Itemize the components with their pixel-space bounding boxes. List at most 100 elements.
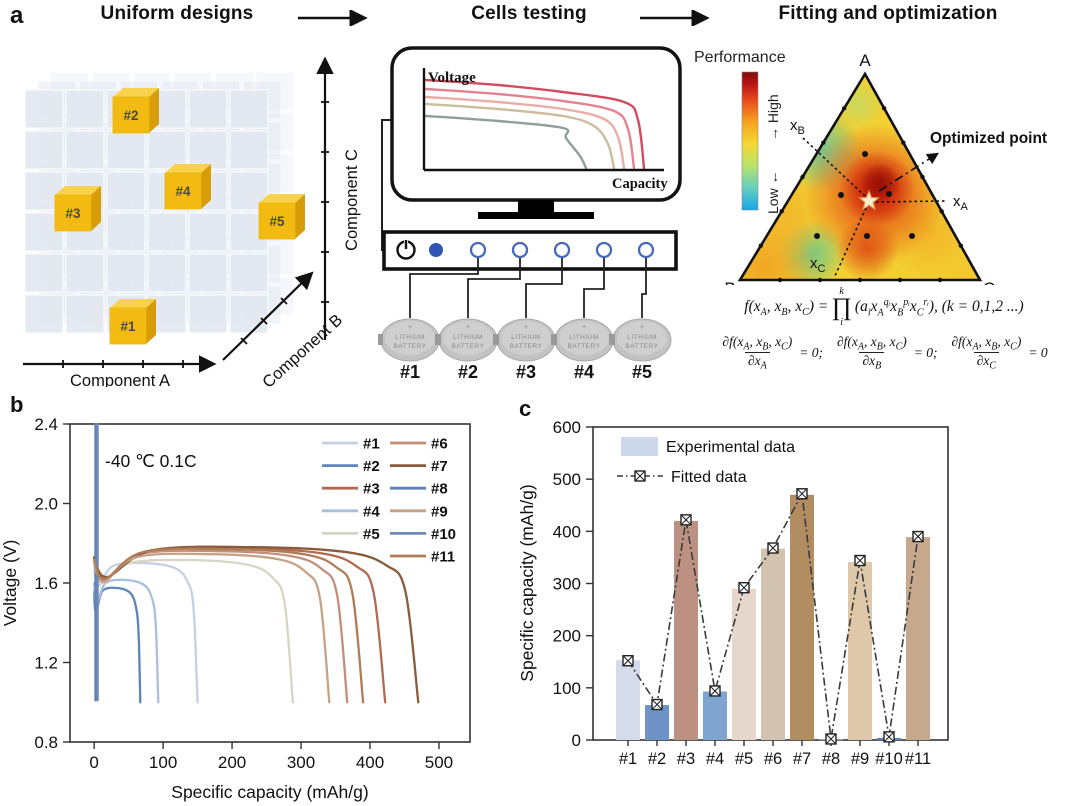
grid-cell [65,130,105,170]
axis-xc-label: xC [810,255,826,275]
cube-side [295,194,305,239]
cell-wire-5 [641,257,647,318]
optimization-diagram: Performance → High Low ← Optimized point… [694,49,1047,285]
cube-front [109,307,147,345]
edge-tick-dot [958,243,964,248]
cell-plus: + [582,324,586,331]
component-a-axis-label: Component A [70,372,170,387]
workflow-step2-title: Cells testing [471,3,587,24]
legend-label-#6: #6 [431,436,448,453]
design-cube-#4: #4 [164,164,211,210]
cube-label: #2 [123,108,138,123]
edge-tick-dot [881,106,887,111]
fitted-marker-#2 [651,698,663,711]
coin-cell-#2: + LITHIUM BATTERY #2 [435,318,498,382]
sample-point [838,192,844,198]
cell-text-line2: BATTERY [394,343,427,350]
edge-tick-dot [901,140,906,145]
cube-front [258,202,296,240]
cell-tab [378,334,383,345]
component-b-ticks [240,297,288,345]
optimized-point-arrow [878,152,940,192]
colorbar-title: Performance [694,49,786,66]
monitor-xlabel: Capacity [612,176,668,192]
grid-cell [65,294,105,334]
coin-cells: + LITHIUM BATTERY #1 + LITHIUM BATTERY #2 + LITHI… [378,241,672,382]
panel-a-label: a [10,2,24,29]
cube-top [113,88,159,97]
grid-cell [65,253,105,293]
curve-#5 [92,558,294,704]
sample-point [862,151,868,157]
equation-rhs: (aixAqᵢxBpᵢxCrᵢ), (k = 0,1,2 ...) [854,297,1024,319]
fitted-marker-#5 [738,581,750,594]
edge-tick-dot [841,106,847,111]
cell-tab [493,334,499,345]
bar-#9 [848,562,872,740]
x-tick-label: 500 [425,753,453,772]
fitted-marker-#3 [680,514,692,526]
legend-label-fitted: Fitted data [671,469,747,486]
bar-#6 [761,548,785,740]
design-point-cubes: #1 #2 #3 #4 #5 [54,88,305,345]
y-axis-label: Voltage (V) [0,540,20,627]
cube-side [149,88,159,133]
grid-cell [229,294,269,334]
cell-label: #1 [400,362,420,382]
y-tick-label: 400 [553,522,581,541]
y-tick-label: 1.6 [34,574,58,593]
edge-tick-dot [817,277,823,283]
category-label-#4: #4 [706,750,724,768]
bar-#4 [703,691,727,740]
axis-xb-label: xB [790,117,805,137]
equation-lhs: f(xA, xB, xC) = [744,297,829,318]
legend-label-experimental: Experimental data [666,439,795,456]
cell-wire-2 [467,257,521,318]
edge-tick-dot [897,277,903,283]
fit-function-equation: f(xA, xB, xC) = k ∏ i (aixAqᵢxBpᵢxCrᵢ), … [688,286,1080,328]
grid-cell [188,212,228,252]
design-cube-#5: #5 [258,194,305,240]
curve-#9 [92,552,331,704]
legend-marker-fitted [634,470,646,482]
cell-plus: + [408,324,412,331]
fitted-marker-#1 [622,655,634,667]
monitor-curve-3 [424,95,626,170]
colorbar-low-label: Low ← [765,170,781,214]
cube-label: #4 [175,184,191,199]
cell-text-line2: BATTERY [510,343,543,350]
category-label-#9: #9 [851,750,869,768]
y-tick-label: 0 [572,731,581,750]
workflow-arrow-1-icon [298,10,368,26]
cell-wire-1 [409,257,479,318]
legend-label-#10: #10 [431,526,456,543]
fitted-line [627,491,919,740]
curve-#11 [92,547,365,704]
cube-top [165,164,211,173]
component-a-ticks [62,360,184,368]
sample-point [909,233,915,239]
monitor-curves [424,78,646,170]
monitor-curve-5 [424,114,588,170]
bar-#7 [790,494,814,740]
cube-top [110,299,156,308]
cube-front [112,96,150,134]
x-axis-label: Specific capacity (mAh/g) [171,782,368,802]
x-tick-label: 0 [89,753,98,772]
optimized-point-label: Optimized point [930,130,1047,147]
monitor-ylabel: Voltage [428,70,476,86]
power-icon [396,239,416,260]
cells-testing-diagram: Voltage Capacity + LITHIUM BATTERY #1 + LITHI… [378,46,682,382]
cell-text-line1: LITHIUM [511,334,541,341]
edge-tick-dot [777,277,783,283]
edge-tick-dot [779,209,784,214]
panel-b-label: b [10,392,23,417]
cube-front [164,172,202,210]
fitted-marker-#9 [854,554,866,567]
product-operator: k ∏ i [831,286,852,328]
component-b-axis [222,271,314,361]
ternary-section-lines [802,137,947,279]
category-label-#1: #1 [619,750,637,768]
legend-label-#3: #3 [363,481,380,498]
curve-#4 [92,578,160,704]
